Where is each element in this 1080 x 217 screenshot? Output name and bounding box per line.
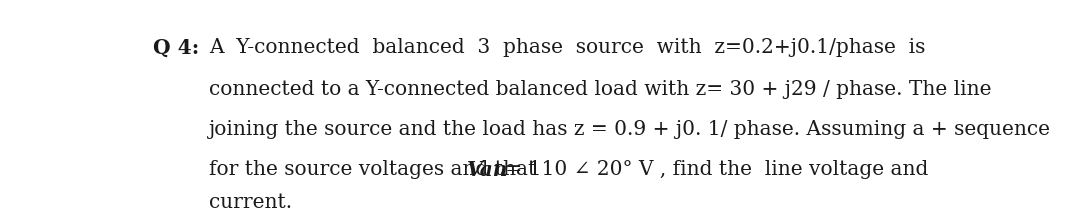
Text: = 110 ∠ 20° V , find the  line voltage and: = 110 ∠ 20° V , find the line voltage an…	[499, 160, 929, 179]
Text: for the source voltages and that: for the source voltages and that	[208, 160, 542, 179]
Text: Van: Van	[468, 160, 509, 180]
Text: current.: current.	[208, 193, 292, 212]
Text: Q 4:: Q 4:	[153, 38, 200, 58]
Text: connected to a Y-connected balanced load with z= 30 + j29 / phase. The line: connected to a Y-connected balanced load…	[208, 79, 991, 99]
Text: joining the source and the load has z = 0.9 + j0. 1/ phase. Assuming a + sequenc: joining the source and the load has z = …	[208, 120, 1051, 139]
Text: A  Y-connected  balanced  3  phase  source  with  z=0.2+j0.1/phase  is: A Y-connected balanced 3 phase source wi…	[208, 38, 926, 57]
